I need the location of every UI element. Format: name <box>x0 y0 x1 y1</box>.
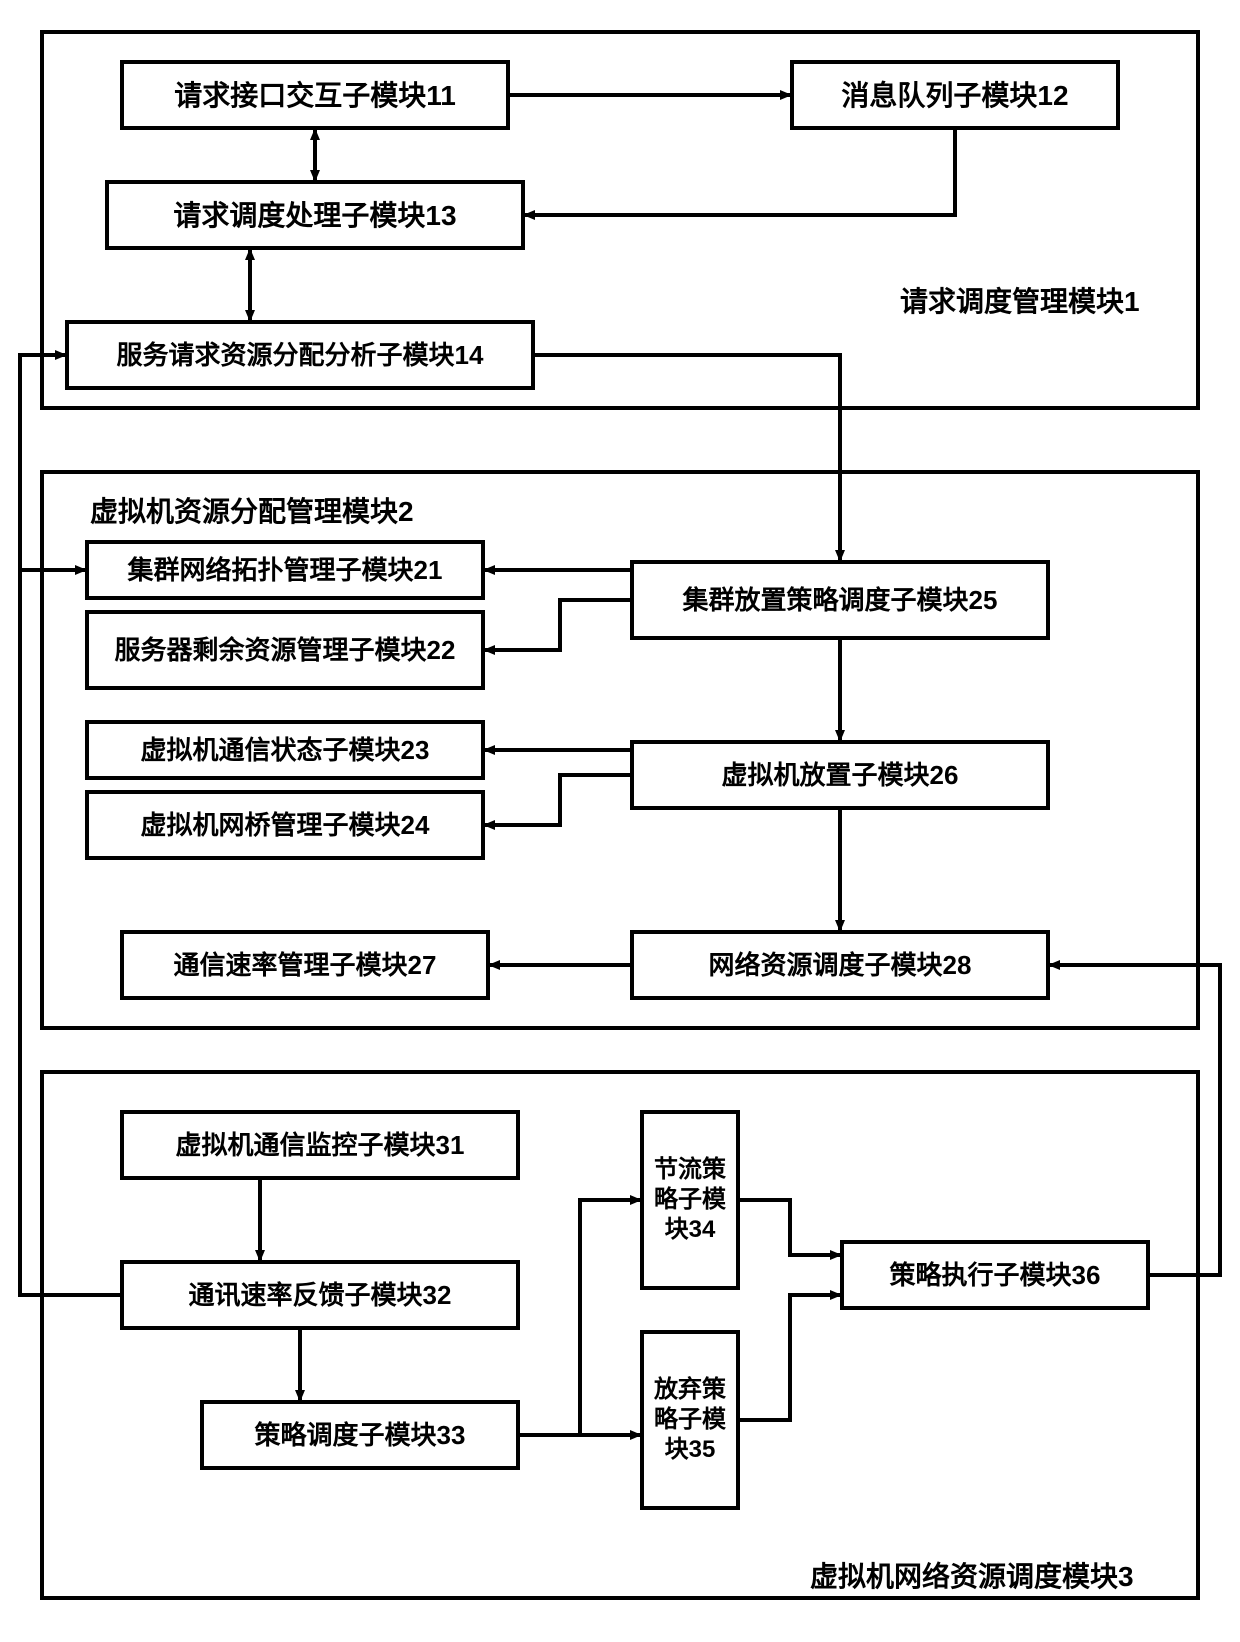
node-n24: 虚拟机网桥管理子模块24 <box>85 790 485 860</box>
node-n23: 虚拟机通信状态子模块23 <box>85 720 485 780</box>
caption-m3: 虚拟机网络资源调度模块3 <box>810 1555 1134 1595</box>
node-n26: 虚拟机放置子模块26 <box>630 740 1050 810</box>
node-n31: 虚拟机通信监控子模块31 <box>120 1110 520 1180</box>
node-n33: 策略调度子模块33 <box>200 1400 520 1470</box>
node-n35: 放弃策略子模块35 <box>640 1330 740 1510</box>
node-n14: 服务请求资源分配分析子模块14 <box>65 320 535 390</box>
caption-m2: 虚拟机资源分配管理模块2 <box>90 490 414 530</box>
node-n12: 消息队列子模块12 <box>790 60 1120 130</box>
node-n36: 策略执行子模块36 <box>840 1240 1150 1310</box>
node-n27: 通信速率管理子模块27 <box>120 930 490 1000</box>
node-n25: 集群放置策略调度子模块25 <box>630 560 1050 640</box>
caption-m1: 请求调度管理模块1 <box>900 280 1140 320</box>
node-n21: 集群网络拓扑管理子模块21 <box>85 540 485 600</box>
node-n11: 请求接口交互子模块11 <box>120 60 510 130</box>
node-n32: 通讯速率反馈子模块32 <box>120 1260 520 1330</box>
node-n34: 节流策略子模块34 <box>640 1110 740 1290</box>
node-n28: 网络资源调度子模块28 <box>630 930 1050 1000</box>
node-n13: 请求调度处理子模块13 <box>105 180 525 250</box>
node-n22: 服务器剩余资源管理子模块22 <box>85 610 485 690</box>
